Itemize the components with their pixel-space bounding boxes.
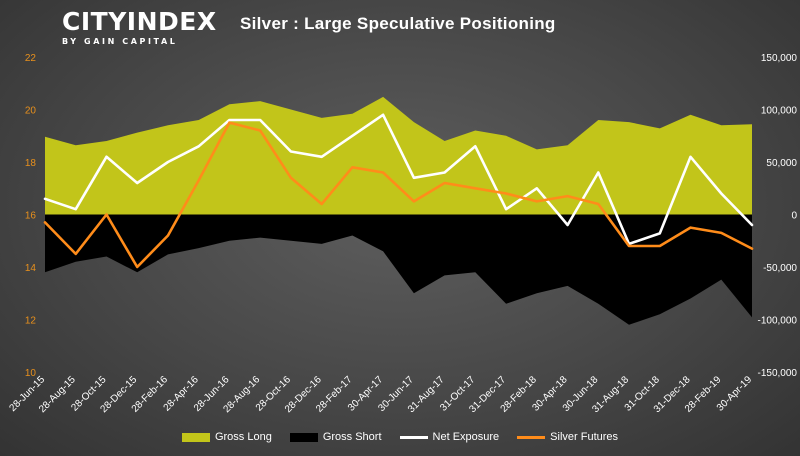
left-axis-tick-label: 16 <box>25 211 37 222</box>
left-axis-tick-label: 18 <box>25 158 37 169</box>
right-axis-tick-label: -100,000 <box>758 316 798 327</box>
chart-title: Silver : Large Speculative Positioning <box>240 14 556 33</box>
chart-legend: Gross Long Gross Short Net Exposure Silv… <box>0 431 800 443</box>
right-axis-tick-label: 0 <box>791 211 797 222</box>
legend-label-net-exposure: Net Exposure <box>432 431 500 443</box>
gross-long-area <box>45 96 752 215</box>
legend-item-gross-long: Gross Long <box>181 431 272 443</box>
left-axis-tick-label: 10 <box>25 368 37 379</box>
right-axis-tick-label: 50,000 <box>766 158 797 169</box>
right-axis-tick-label: -150,000 <box>758 368 798 379</box>
gross-short-area <box>45 214 752 325</box>
right-axis-tick-label: -50,000 <box>763 263 797 274</box>
left-axis-tick-label: 22 <box>25 53 37 64</box>
silver-futures-line <box>43 121 754 269</box>
logo-main-text: CITYINDEX <box>62 7 217 36</box>
brand-logo: CITYINDEX BY GAIN CAPITAL <box>62 7 217 47</box>
net-exposure-line <box>43 113 754 246</box>
legend-swatch-gross-long <box>181 432 210 442</box>
legend-label-gross-short: Gross Short <box>322 431 382 443</box>
legend-item-gross-short: Gross Short <box>289 431 382 443</box>
right-axis-tick-label: 100,000 <box>761 106 798 117</box>
legend-swatch-gross-short <box>289 432 318 442</box>
legend-swatch-net-exposure <box>399 435 428 439</box>
logo-sub-text: BY GAIN CAPITAL <box>62 37 178 46</box>
legend-label-silver-futures: Silver Futures <box>550 431 619 443</box>
left-axis-tick-label: 14 <box>25 263 37 274</box>
legend-label-gross-long: Gross Long <box>214 431 272 443</box>
legend-item-net-exposure: Net Exposure <box>399 431 500 443</box>
legend-swatch-silver-futures <box>517 435 546 439</box>
right-axis-tick-label: 150,000 <box>761 53 798 64</box>
left-axis-tick-label: 12 <box>25 316 37 327</box>
left-axis-tick-label: 20 <box>25 106 37 117</box>
legend-item-silver-futures: Silver Futures <box>517 431 618 443</box>
